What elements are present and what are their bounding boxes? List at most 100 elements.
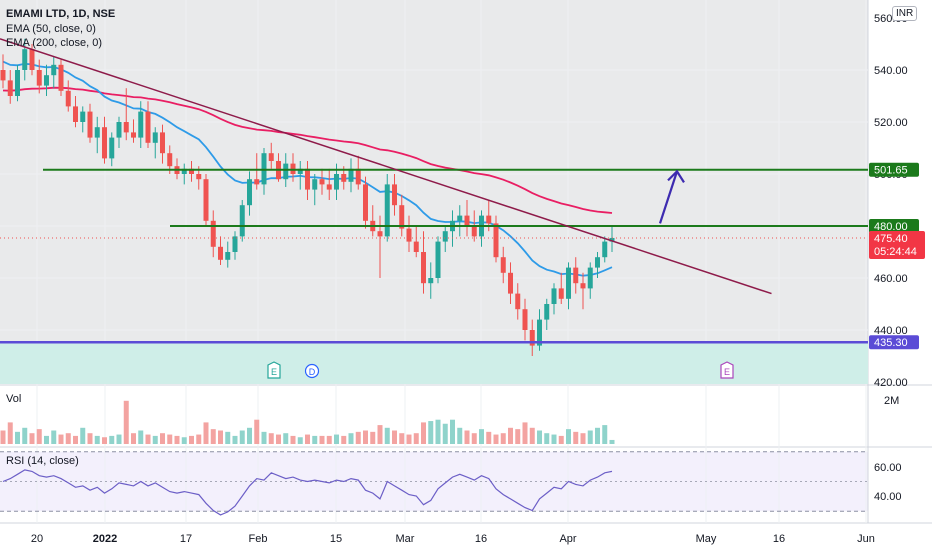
event-marker-label: E [271, 367, 277, 377]
candle-body [566, 267, 571, 299]
candle-body [326, 184, 332, 190]
volume-bar [522, 422, 528, 444]
volume-bar [479, 429, 484, 444]
volume-bar [464, 430, 470, 444]
earnings-icon [720, 361, 734, 379]
earnings-icon [267, 361, 281, 379]
candle-body [73, 106, 78, 122]
candle-body [22, 49, 28, 70]
time-tick-label: 20 [31, 533, 43, 545]
rsi-line [2, 469, 613, 516]
candle-body [239, 205, 245, 237]
candle-body [138, 111, 144, 138]
candle-body [268, 153, 274, 161]
legend-ema200: EMA (200, close, 0) [6, 37, 102, 49]
candle-body [305, 168, 310, 190]
volume-bar [203, 422, 209, 444]
candle-body [58, 64, 64, 91]
trend-line [0, 38, 772, 295]
volume-bar [341, 435, 347, 444]
candle-body [218, 246, 223, 260]
time-tick-label: Feb [249, 533, 268, 545]
volume-bar [116, 434, 122, 444]
volume-bar [94, 435, 100, 444]
volume-bar [457, 427, 463, 444]
event-marker-dividend[interactable]: D [304, 363, 320, 379]
volume-bar [87, 433, 93, 444]
currency-badge[interactable]: INR [892, 6, 918, 21]
candle-body [551, 288, 557, 304]
volume-bar [508, 427, 513, 444]
bar-countdown-label: 05:24:44 [874, 246, 917, 258]
volume-bar [566, 429, 571, 444]
volume-bar [15, 431, 20, 444]
volume-bar [486, 431, 492, 444]
volume-bar [370, 431, 376, 444]
candle-body [558, 288, 564, 299]
candle-body [131, 132, 136, 138]
volume-bar [138, 430, 144, 444]
volume-bar [65, 433, 71, 444]
rsi-band [0, 451, 868, 512]
candle-body [544, 304, 550, 320]
volume-bar [602, 425, 608, 444]
volume-bar [595, 427, 600, 444]
support-label-bg [869, 335, 919, 350]
candle-body [0, 70, 6, 81]
volume-bar [392, 430, 397, 444]
volume-bar [551, 434, 557, 444]
volume-bar [609, 439, 615, 444]
volume-bar [276, 434, 281, 444]
volume-bar [399, 433, 405, 444]
candle-body [392, 184, 397, 206]
volume-tick-label: 2M [884, 395, 899, 407]
candle-body [181, 168, 187, 174]
volume-bar [123, 400, 129, 444]
candle-body [312, 179, 318, 190]
time-tick-label: 2022 [93, 533, 117, 545]
volume-bar [377, 425, 383, 444]
volume-bar [500, 433, 506, 444]
volume-bar [471, 433, 477, 444]
target-arrow [658, 171, 679, 224]
event-marker-earnings[interactable]: E [267, 361, 281, 379]
volume-bar [174, 435, 180, 444]
volume-bar [58, 434, 64, 444]
support-label: 435.30 [874, 337, 908, 349]
time-tick-label: 16 [475, 533, 487, 545]
volume-bar [131, 433, 136, 444]
candle-body [435, 241, 441, 278]
volume-bar [355, 431, 361, 444]
candle-body [428, 278, 434, 284]
volume-bar [7, 422, 13, 444]
candle-body [537, 319, 542, 346]
candle-body [283, 163, 289, 180]
candle-body [580, 283, 586, 289]
volume-bar [73, 435, 78, 444]
candle-body [500, 257, 506, 273]
price-tick-label: 420.00 [874, 377, 908, 389]
volume-bar [529, 427, 535, 444]
candle-body [595, 257, 600, 268]
candle-body [486, 215, 492, 224]
volume-bar [80, 427, 86, 444]
volume-bar [537, 430, 542, 444]
volume-bar [384, 427, 390, 444]
event-marker-earnings-upcoming[interactable]: E [720, 361, 734, 379]
volume-bar [428, 421, 434, 444]
volume-bar [421, 422, 426, 444]
candle-body [341, 174, 347, 182]
candle-body [363, 184, 368, 221]
rsi-tick-label: 60.00 [874, 462, 902, 474]
volume-bar [363, 430, 368, 444]
event-marker-label: E [724, 367, 730, 377]
candle-body [471, 226, 477, 237]
candle-body [65, 90, 71, 107]
candle-body [109, 137, 115, 159]
volume-bar [261, 431, 267, 444]
candle-body [297, 168, 303, 174]
price-tick-label: 520.00 [874, 117, 908, 129]
time-tick-label: 16 [773, 533, 785, 545]
last-price-label-bg [869, 230, 925, 259]
